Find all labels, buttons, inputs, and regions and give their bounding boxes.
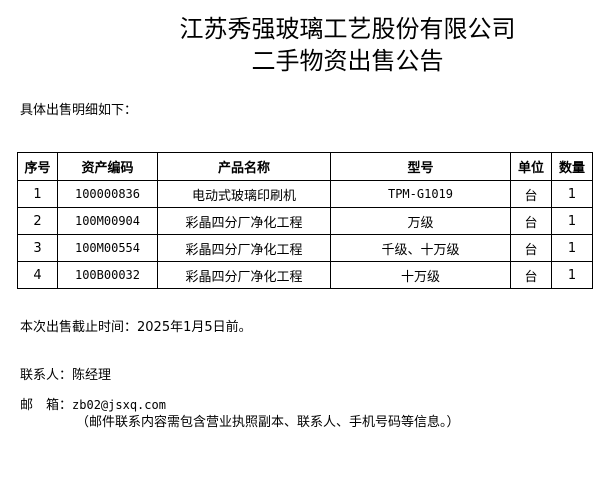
header-cell: 序号	[17, 152, 58, 181]
table-row: 4 100B00032 彩晶四分厂净化工程 十万级 台 1	[17, 261, 593, 289]
email-label: 邮 箱：	[20, 398, 73, 413]
notice-title: 二手物资出售公告	[251, 47, 444, 75]
cell-model: TPM-G1019	[330, 180, 511, 208]
header-cell: 型号	[330, 152, 511, 181]
cell-index: 3	[17, 234, 58, 262]
cell-unit: 台	[510, 207, 552, 235]
deadline-text: 本次出售截止时间：2025年1月5日前。	[20, 320, 252, 335]
email-address[interactable]: zb02@jsxq.com	[72, 398, 166, 412]
cell-product-name: 彩晶四分厂净化工程	[157, 207, 331, 235]
cell-quantity: 1	[551, 180, 593, 208]
cell-quantity: 1	[551, 261, 593, 289]
cell-unit: 台	[510, 180, 552, 208]
cell-unit: 台	[510, 261, 552, 289]
email-note: （邮件联系内容需包含营业执照副本、联系人、手机号码等信息。）	[76, 415, 460, 430]
cell-model: 万级	[330, 207, 511, 235]
header-cell: 数量	[551, 152, 593, 181]
cell-quantity: 1	[551, 207, 593, 235]
cell-index: 4	[17, 261, 58, 289]
header-cell: 单位	[510, 152, 552, 181]
cell-model: 十万级	[330, 261, 511, 289]
cell-index: 2	[17, 207, 58, 235]
intro-text: 具体出售明细如下：	[20, 103, 138, 118]
table-row: 2 100M00904 彩晶四分厂净化工程 万级 台 1	[17, 207, 593, 235]
table-row: 3 100M00554 彩晶四分厂净化工程 千级、十万级 台 1	[17, 234, 593, 262]
cell-unit: 台	[510, 234, 552, 262]
cell-product-name: 彩晶四分厂净化工程	[157, 261, 331, 289]
cell-asset-code: 100M00904	[57, 207, 158, 235]
cell-asset-code: 100000836	[57, 180, 158, 208]
contact-line: 联系人：陈经理	[20, 368, 111, 384]
contact-name: 陈经理	[72, 368, 112, 383]
cell-asset-code: 100B00032	[57, 261, 158, 289]
cell-product-name: 电动式玻璃印刷机	[157, 180, 331, 208]
asset-table: 序号 资产编码 产品名称 型号 单位 数量 1 100000836 电动式玻璃印…	[17, 152, 593, 289]
cell-product-name: 彩晶四分厂净化工程	[157, 234, 331, 262]
header-cell: 产品名称	[157, 152, 331, 181]
contact-label: 联系人：	[20, 368, 73, 383]
cell-index: 1	[17, 180, 58, 208]
table-row: 1 100000836 电动式玻璃印刷机 TPM-G1019 台 1	[17, 180, 593, 208]
cell-model: 千级、十万级	[330, 234, 511, 262]
company-title: 江苏秀强玻璃工艺股份有限公司	[179, 15, 516, 43]
email-line: 邮 箱：zb02@jsxq.com	[20, 397, 166, 414]
table-header-row: 序号 资产编码 产品名称 型号 单位 数量	[17, 152, 593, 181]
cell-quantity: 1	[551, 234, 593, 262]
cell-asset-code: 100M00554	[57, 234, 158, 262]
header-cell: 资产编码	[57, 152, 158, 181]
